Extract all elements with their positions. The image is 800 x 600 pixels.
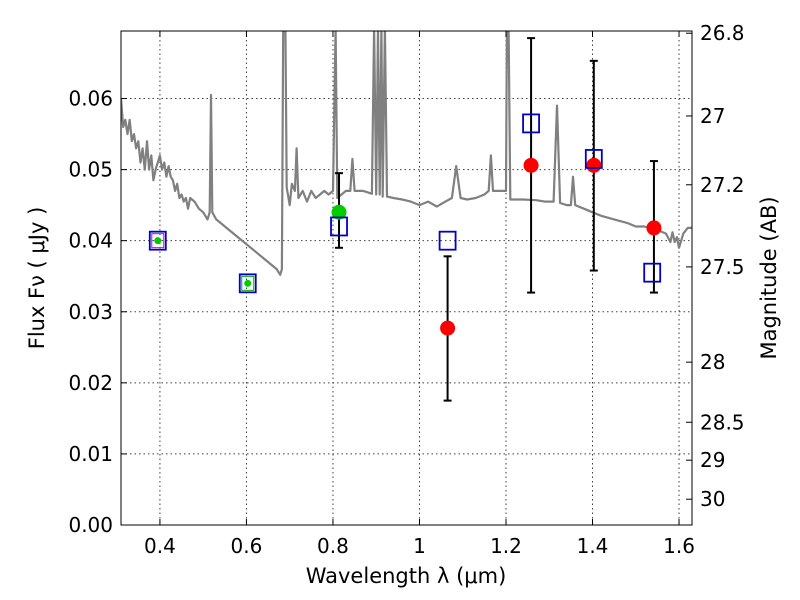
model-flux-square — [522, 113, 540, 134]
y-tick-label: 0.02 — [68, 371, 113, 395]
inner-filter-square — [151, 233, 165, 249]
detection-point — [586, 157, 602, 173]
inner-filter-square — [241, 275, 255, 291]
model-flux-square — [148, 230, 167, 251]
axes: 0.4 0.6 0.8 1 1.2 1.4 1.6 0.00 0.01 0.02 0.03 0.04 0… — [68, 21, 744, 558]
plot-area — [121, 31, 692, 276]
detection-point — [154, 237, 162, 245]
detection-point — [331, 204, 347, 220]
detection-point — [523, 157, 539, 173]
right-tick-label: 26.8 — [700, 21, 745, 45]
right-tick-label: 29 — [700, 448, 725, 472]
right-tick-label: 27.5 — [700, 255, 745, 279]
y-tick-label: 0.05 — [68, 158, 113, 182]
right-axis-label: Magnitude (AB) — [757, 196, 781, 359]
x-tick-label: 0.4 — [144, 534, 176, 558]
x-tick-label: 0.6 — [231, 534, 263, 558]
y-tick-label: 0.03 — [68, 300, 113, 324]
model-flux-square — [238, 273, 257, 294]
y-tick-label: 0.04 — [68, 229, 113, 253]
y-tick-label: 0.01 — [68, 442, 113, 466]
model-flux-square — [438, 230, 457, 251]
right-tick-label: 30 — [700, 487, 725, 511]
grid — [121, 31, 692, 526]
right-tick-label: 27 — [700, 104, 725, 128]
right-tick-label: 28.5 — [700, 410, 745, 434]
right-tick-label: 27.2 — [700, 173, 745, 197]
model-flux-square — [330, 216, 348, 237]
model-flux-square — [643, 262, 662, 283]
y-axis-label: Flux Fν ( μJy ) — [25, 207, 49, 350]
spectrum-line — [121, 31, 692, 276]
y-tick-label: 0.06 — [68, 87, 113, 111]
detection-point — [244, 279, 252, 287]
x-axis-label: Wavelength λ (μm) — [306, 564, 507, 588]
x-tick-label: 0.8 — [317, 534, 349, 558]
y-tick-label: 0.00 — [68, 513, 113, 537]
x-tick-label: 1.2 — [490, 534, 522, 558]
right-tick-label: 28 — [700, 350, 725, 374]
markers — [148, 37, 662, 402]
detection-point — [440, 320, 456, 336]
x-tick-label: 1.6 — [663, 534, 695, 558]
x-tick-label: 1 — [413, 534, 426, 558]
plot-frame — [120, 30, 693, 526]
model-flux-square — [584, 149, 603, 169]
detection-point — [646, 220, 662, 236]
x-tick-label: 1.4 — [577, 534, 609, 558]
